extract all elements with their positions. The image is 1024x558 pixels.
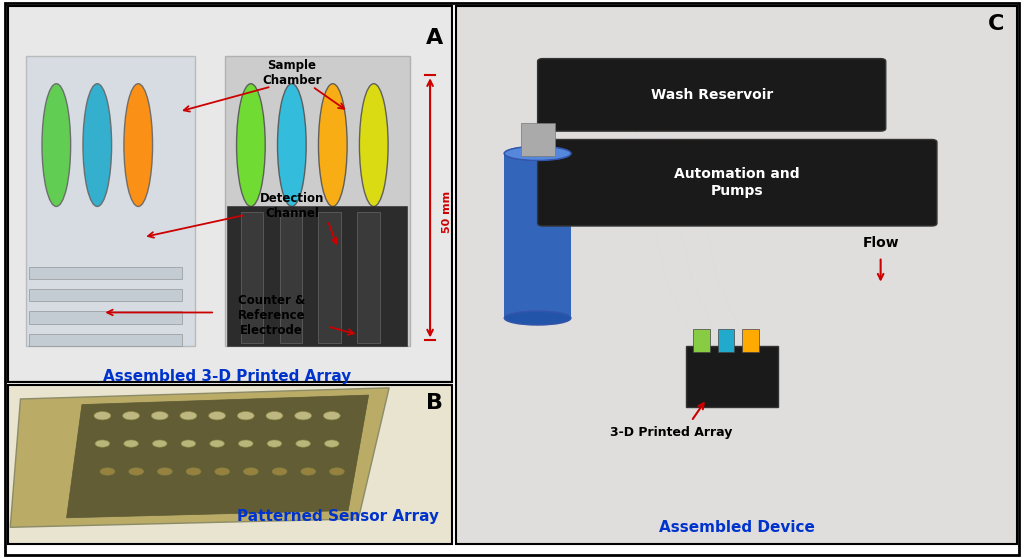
Bar [29,289,182,301]
Text: A: A [426,28,443,48]
Ellipse shape [210,440,224,448]
Bar [742,329,759,352]
Polygon shape [67,395,369,518]
Ellipse shape [123,412,139,420]
Text: 50 mm: 50 mm [442,191,453,233]
Ellipse shape [505,146,571,161]
Ellipse shape [95,440,110,448]
Ellipse shape [209,412,225,420]
Ellipse shape [244,468,258,475]
Bar [357,212,380,343]
Ellipse shape [272,468,287,475]
Bar [26,56,195,346]
FancyBboxPatch shape [538,140,937,226]
Text: Counter &
Reference
Electrode: Counter & Reference Electrode [238,294,305,337]
Text: C: C [988,14,1005,34]
Ellipse shape [301,468,315,475]
Ellipse shape [181,440,196,448]
Ellipse shape [124,84,153,206]
Bar [29,311,182,324]
Ellipse shape [153,440,167,448]
Ellipse shape [278,84,306,206]
Bar [225,56,410,346]
Text: Wash Reservoir: Wash Reservoir [650,88,773,102]
Bar [241,212,263,343]
Ellipse shape [83,84,112,206]
Text: Assembled Device: Assembled Device [659,520,815,535]
Bar [8,385,452,544]
Bar [693,329,710,352]
Ellipse shape [152,412,168,420]
Bar [29,334,182,346]
Text: B: B [426,393,443,413]
Ellipse shape [267,440,282,448]
Ellipse shape [295,412,311,420]
Ellipse shape [296,440,310,448]
Ellipse shape [94,412,111,420]
Bar [8,6,452,382]
Bar [318,212,341,343]
Bar [686,346,778,407]
Bar [456,6,1017,544]
Ellipse shape [325,440,339,448]
FancyBboxPatch shape [538,59,886,131]
Text: Detection
Channel: Detection Channel [260,193,324,220]
Ellipse shape [158,468,172,475]
Ellipse shape [180,412,197,420]
Bar [280,212,302,343]
Ellipse shape [124,440,138,448]
Bar [29,267,182,279]
Ellipse shape [239,440,253,448]
Bar [521,123,555,156]
Bar [718,329,734,352]
Polygon shape [10,388,389,527]
Ellipse shape [237,84,265,206]
Ellipse shape [359,84,388,206]
Ellipse shape [238,412,254,420]
Ellipse shape [324,412,340,420]
Ellipse shape [42,84,71,206]
Ellipse shape [186,468,201,475]
Ellipse shape [100,468,115,475]
Ellipse shape [266,412,283,420]
Ellipse shape [318,84,347,206]
Bar [227,206,407,346]
Text: Flow: Flow [862,235,899,250]
Text: Patterned Sensor Array: Patterned Sensor Array [237,509,439,523]
Ellipse shape [330,468,344,475]
Text: Automation and
Pumps: Automation and Pumps [675,167,800,198]
Text: 3-D Printed Array: 3-D Printed Array [609,426,732,439]
Ellipse shape [505,146,571,161]
Ellipse shape [215,468,229,475]
Text: Assembled 3-D Printed Array: Assembled 3-D Printed Array [103,369,351,384]
Ellipse shape [505,311,571,325]
Text: Sample
Chamber: Sample Chamber [262,59,322,86]
Ellipse shape [129,468,143,475]
Bar [504,153,571,318]
